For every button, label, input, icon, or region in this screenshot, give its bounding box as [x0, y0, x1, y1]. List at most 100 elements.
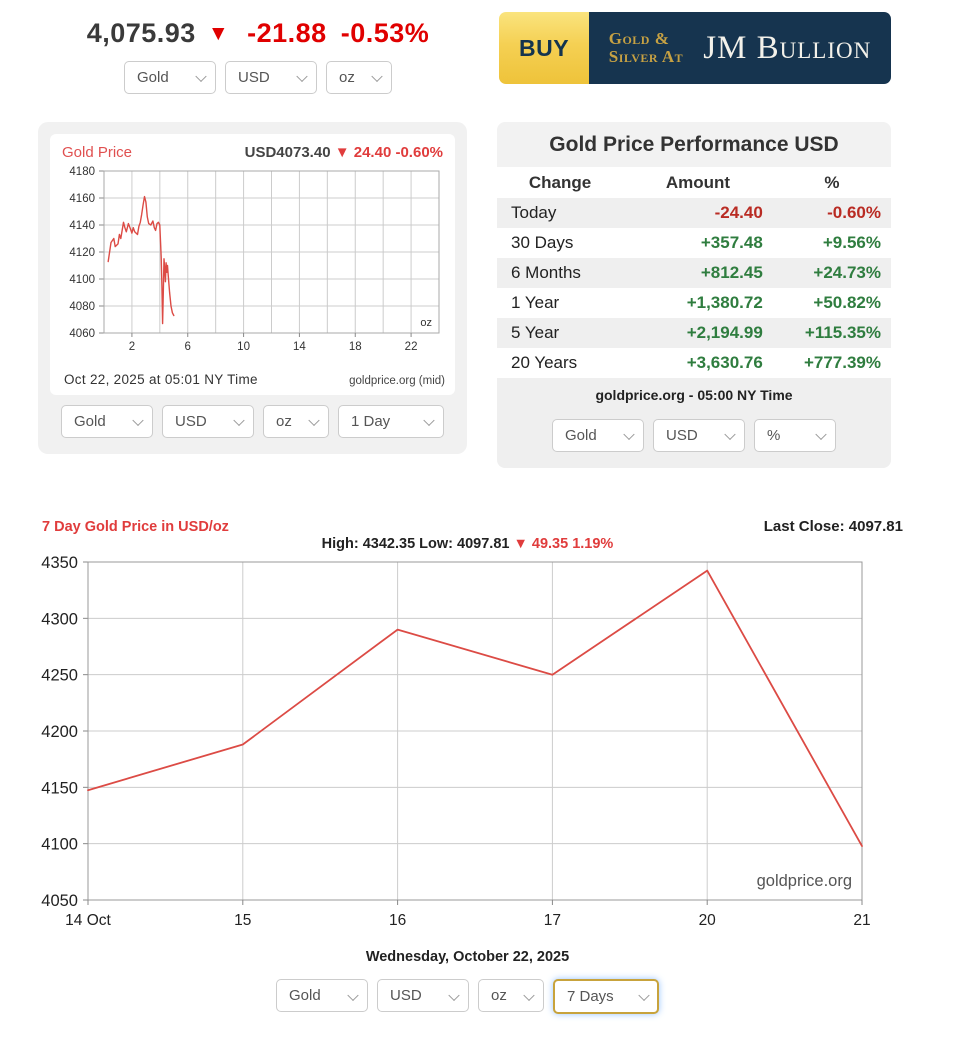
seven-day-unit-select[interactable]: oz	[478, 979, 544, 1012]
unit-select-wrap: %	[754, 419, 836, 452]
seven-day-selectors: Gold USD oz 7 Days	[30, 979, 905, 1014]
svg-text:4050: 4050	[41, 892, 78, 910]
svg-text:10: 10	[237, 341, 250, 353]
metal-select[interactable]: Gold	[124, 61, 216, 94]
currency-select-wrap: USD	[377, 979, 469, 1014]
seven-day-header: 7 Day Gold Price in USD/oz Last Close: 4…	[30, 518, 905, 535]
cards-row: Gold Price USD4073.40 ▼ 24.40 -0.60% 406…	[0, 122, 953, 468]
change-amount-value: +2,194.99	[686, 323, 763, 342]
mini-chart-source: goldprice.org (mid)	[349, 375, 445, 387]
currency-select-wrap: USD	[162, 405, 254, 438]
col-percent: %	[772, 167, 891, 198]
high-low-line: High: 4342.35 Low: 4097.81 ▼ 49.35 1.19%	[30, 536, 905, 552]
svg-text:4080: 4080	[69, 301, 95, 313]
change-amount-value: +1,380.72	[686, 293, 763, 312]
period-label: 5 Year	[511, 323, 560, 342]
svg-text:6: 6	[185, 341, 191, 353]
currency-select[interactable]: USD	[225, 61, 317, 94]
period-label: 30 Days	[511, 233, 574, 252]
svg-text:14: 14	[293, 341, 306, 353]
banner-tagline-line2: Silver At	[608, 47, 684, 66]
down-triangle-icon: ▼	[334, 144, 350, 161]
chart-date-caption: Wednesday, October 22, 2025	[365, 949, 570, 965]
svg-text:14 Oct: 14 Oct	[65, 912, 111, 929]
down-triangle-icon: ▼	[207, 22, 230, 45]
svg-text:2: 2	[129, 341, 135, 353]
change-amount-value: +357.48	[700, 233, 763, 252]
metal-select-wrap: Gold	[276, 979, 368, 1014]
performance-title: Gold Price Performance USD	[497, 122, 891, 167]
change-percent-value: +115.35%	[804, 323, 881, 342]
mini-change-percent: -0.60%	[395, 144, 443, 161]
performance-row: 1 Year +1,380.72 +50.82%	[497, 288, 891, 318]
spot-price-line: 4,075.93 ▼ -21.88 -0.53%	[38, 18, 478, 49]
unit-select-wrap: oz	[326, 61, 392, 94]
metal-select-wrap: Gold	[61, 405, 153, 438]
performance-row: 30 Days +357.48 +9.56%	[497, 228, 891, 258]
intraday-chart-card: Gold Price USD4073.40 ▼ 24.40 -0.60% 406…	[38, 122, 467, 454]
mini-chart-timestamp: Oct 22, 2025 at 05:01 NY Time	[64, 372, 258, 387]
mini-period-select[interactable]: 1 Day	[338, 405, 444, 438]
perf-metal-select[interactable]: Gold	[552, 419, 644, 452]
intraday-chart-footer: Oct 22, 2025 at 05:01 NY Time goldprice.…	[58, 372, 447, 389]
col-change: Change	[497, 167, 624, 198]
jm-bullion-ad-banner[interactable]: BUY Gold & Silver At JM Bullion	[499, 12, 891, 84]
period-label: 6 Months	[511, 263, 581, 282]
seven-day-change-label: 49.35 1.19%	[531, 536, 614, 552]
mini-unit-select[interactable]: oz	[263, 405, 329, 438]
svg-text:16: 16	[389, 912, 406, 929]
buy-button[interactable]: BUY	[499, 12, 589, 84]
jm-bullion-logo: JM Bullion	[703, 29, 872, 66]
top-header: 4,075.93 ▼ -21.88 -0.53% Gold USD	[0, 0, 953, 94]
intraday-chart-box: Gold Price USD4073.40 ▼ 24.40 -0.60% 406…	[50, 134, 455, 395]
mini-chart-quote: USD4073.40 ▼ 24.40 -0.60%	[245, 144, 443, 161]
performance-row: 6 Months +812.45 +24.73%	[497, 258, 891, 288]
spot-change-amount: -21.88	[247, 18, 327, 48]
perf-currency-select[interactable]: USD	[653, 419, 745, 452]
col-amount: Amount	[623, 167, 773, 198]
mini-currency-select[interactable]: USD	[162, 405, 254, 438]
svg-text:18: 18	[349, 341, 362, 353]
svg-text:22: 22	[405, 341, 418, 353]
svg-text:20: 20	[699, 912, 717, 929]
seven-day-gold-chart: 4050 4100 4150 4200 4250 4300 4350 14 Oct 15 16 17…	[41, 554, 870, 929]
period-label: Today	[511, 203, 557, 222]
performance-header-row: Change Amount %	[497, 167, 891, 198]
period-select-wrap: 7 Days	[553, 979, 659, 1014]
svg-text:4200: 4200	[41, 723, 78, 741]
seven-day-wrap: 7 Day Gold Price in USD/oz Last Close: 4…	[30, 518, 905, 1014]
change-amount-value: -24.40	[714, 203, 763, 222]
spot-price: 4,075.93	[86, 18, 196, 48]
svg-text:17: 17	[544, 912, 561, 929]
mini-quote-value: USD4073.40	[244, 144, 331, 161]
mini-change-amount: 24.40	[353, 144, 392, 161]
svg-text:4180: 4180	[69, 166, 95, 178]
svg-text:4150: 4150	[41, 779, 78, 797]
svg-text:oz: oz	[420, 317, 432, 329]
change-amount-value: +812.45	[700, 263, 763, 282]
intraday-chart-header: Gold Price USD4073.40 ▼ 24.40 -0.60%	[58, 142, 447, 165]
svg-text:4100: 4100	[69, 274, 95, 286]
mini-metal-select[interactable]: Gold	[61, 405, 153, 438]
unit-select[interactable]: oz	[326, 61, 392, 94]
jm-bullion-brand-panel: Gold & Silver At JM Bullion	[589, 12, 891, 84]
period-label: 1 Year	[511, 293, 560, 312]
svg-text:4060: 4060	[69, 328, 95, 340]
seven-day-section: 7 Day Gold Price in USD/oz Last Close: 4…	[0, 518, 953, 1014]
unit-select-wrap: oz	[478, 979, 544, 1014]
change-percent-value: +777.39%	[803, 353, 881, 372]
seven-day-metal-select[interactable]: Gold	[276, 979, 368, 1012]
svg-text:goldprice.org: goldprice.org	[757, 872, 852, 890]
intraday-selectors: Gold USD oz 1 Day	[50, 405, 455, 438]
change-percent-value: +50.82%	[813, 293, 881, 312]
period-label: 20 Years	[511, 353, 578, 372]
last-close-label: Last Close: 4097.81	[763, 518, 903, 535]
change-amount-value: +3,630.76	[686, 353, 763, 372]
perf-unit-select[interactable]: %	[754, 419, 836, 452]
svg-text:4140: 4140	[69, 220, 95, 232]
svg-text:4250: 4250	[41, 667, 78, 685]
svg-text:21: 21	[853, 912, 870, 929]
seven-day-period-select[interactable]: 7 Days	[553, 979, 659, 1014]
seven-day-currency-select[interactable]: USD	[377, 979, 469, 1012]
